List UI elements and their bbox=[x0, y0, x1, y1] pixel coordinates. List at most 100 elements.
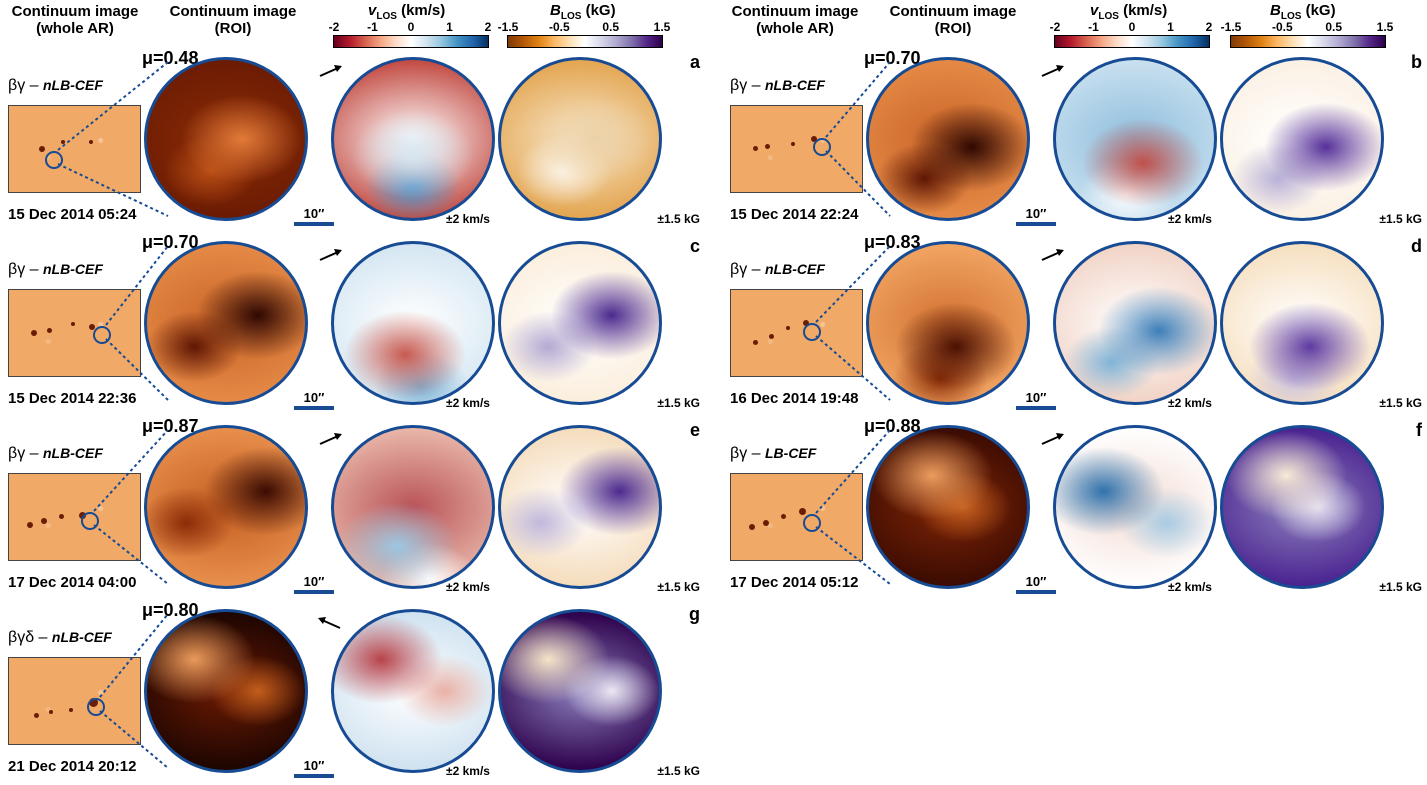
sunspot-class-type: nLB-CEF bbox=[43, 445, 103, 461]
panel-e: μ=0.87 βγ – nLB-CEF e 17 Dec 2014 04:00 10″ ±… bbox=[8, 416, 708, 598]
blos-range-label: ±1.5 kG bbox=[657, 396, 700, 410]
blos-unit: (kG) bbox=[1301, 2, 1336, 19]
roi-marker bbox=[81, 512, 99, 530]
colorbar-tick-label: 2 bbox=[1205, 20, 1213, 34]
whole-ar-thumbnail bbox=[8, 657, 141, 745]
blos-map-image bbox=[1220, 425, 1384, 589]
header-cont-roi-left: Continuum image (ROI) bbox=[158, 3, 308, 37]
sunspot-mark bbox=[781, 514, 786, 519]
sunspot-mark bbox=[803, 320, 809, 326]
arrow-icon bbox=[1041, 249, 1064, 261]
sunspot-class-greek: βγ bbox=[8, 445, 26, 462]
observation-date: 15 Dec 2014 05:24 bbox=[8, 206, 137, 223]
colorbar-tick-label: -2 bbox=[1049, 20, 1061, 34]
blos-var: B bbox=[550, 2, 561, 19]
blos-colorbar-left bbox=[507, 35, 663, 48]
sunspot-mark bbox=[71, 322, 75, 326]
vlos-map-image bbox=[331, 609, 495, 773]
observation-date: 16 Dec 2014 19:48 bbox=[730, 390, 859, 407]
colorbar-tick-label: -0.5 bbox=[548, 20, 570, 34]
blos-map-image bbox=[498, 425, 662, 589]
sunspot-mark bbox=[61, 140, 65, 144]
blos-map-image bbox=[498, 609, 662, 773]
sunspot-mark bbox=[89, 324, 95, 330]
arrow-icon bbox=[319, 65, 342, 77]
vlos-var: v bbox=[368, 2, 377, 19]
observation-date: 15 Dec 2014 22:24 bbox=[730, 206, 859, 223]
blos-range-label: ±1.5 kG bbox=[657, 580, 700, 594]
sunspot-mark bbox=[27, 522, 33, 528]
panel-d: μ=0.83 βγ – nLB-CEF d 16 Dec 2014 19:48 10″ ±… bbox=[730, 232, 1427, 414]
roi-marker bbox=[813, 138, 831, 156]
sunspot-class: βγ – nLB-CEF bbox=[8, 445, 103, 462]
panel-g: μ=0.80 βγδ – nLB-CEF g 21 Dec 2014 20:12 10″… bbox=[8, 600, 708, 782]
blos-range-label: ±1.5 kG bbox=[1379, 212, 1422, 226]
header-cont-whole-right: Continuum image (whole AR) bbox=[720, 3, 870, 37]
vlos-range-label: ±2 km/s bbox=[446, 580, 490, 594]
sunspot-class: βγ – nLB-CEF bbox=[8, 261, 103, 278]
blos-range-label: ±1.5 kG bbox=[657, 764, 700, 778]
sunspot-mark bbox=[753, 146, 758, 151]
sunspot-class-greek: βγ bbox=[8, 77, 26, 94]
panel-letter: b bbox=[1411, 52, 1422, 72]
continuum-roi-image bbox=[866, 241, 1030, 405]
sunspot-mark bbox=[786, 326, 790, 330]
roi-marker bbox=[803, 514, 821, 532]
whole-ar-thumbnail bbox=[730, 105, 863, 193]
sunspot-class: βγδ – nLB-CEF bbox=[8, 629, 112, 646]
sunspot-mark bbox=[763, 520, 769, 526]
sunspot-mark bbox=[753, 340, 758, 345]
observation-date: 15 Dec 2014 22:36 bbox=[8, 390, 137, 407]
sunspot-mark bbox=[39, 146, 45, 152]
panel-letter: d bbox=[1411, 236, 1422, 256]
blos-title-left: BLOS (kG) bbox=[550, 2, 616, 22]
sunspot-mark bbox=[769, 334, 774, 339]
sunspot-mark bbox=[47, 328, 52, 333]
header-cont-roi-right: Continuum image (ROI) bbox=[878, 3, 1028, 37]
blos-map-image bbox=[498, 241, 662, 405]
colorbar-tick-label: 2 bbox=[484, 20, 492, 34]
vlos-unit: (km/s) bbox=[396, 2, 446, 19]
blos-map-image bbox=[1220, 57, 1384, 221]
vlos-colorbar-right bbox=[1054, 35, 1210, 48]
blos-colorbar-right bbox=[1230, 35, 1386, 48]
panel-letter: a bbox=[689, 52, 700, 72]
vlos-range-label: ±2 km/s bbox=[446, 396, 490, 410]
blos-sub: LOS bbox=[1280, 11, 1302, 22]
sunspot-class-greek: βγ bbox=[730, 77, 748, 94]
header-cont-roi-sub: (ROI) bbox=[934, 20, 972, 37]
sunspot-class-type: nLB-CEF bbox=[43, 261, 103, 277]
sunspot-mark bbox=[31, 330, 37, 336]
header-cont-whole-sub: (whole AR) bbox=[756, 20, 834, 37]
sunspot-class-type: nLB-CEF bbox=[51, 629, 112, 645]
scale-bar bbox=[294, 406, 334, 410]
sunspot-mark bbox=[34, 713, 39, 718]
sunspot-mark bbox=[765, 144, 770, 149]
scale-label: 10″ bbox=[303, 206, 325, 221]
blos-var: B bbox=[1270, 2, 1281, 19]
scale-bar bbox=[1016, 406, 1056, 410]
vlos-colorbar-left bbox=[333, 35, 489, 48]
scale-label: 10″ bbox=[303, 574, 325, 589]
whole-ar-thumbnail bbox=[730, 473, 863, 561]
sunspot-mark bbox=[791, 142, 795, 146]
observation-date: 17 Dec 2014 04:00 bbox=[8, 574, 137, 591]
sunspot-mark bbox=[749, 524, 755, 530]
roi-marker bbox=[45, 151, 63, 169]
sunspot-mark bbox=[69, 708, 73, 712]
continuum-roi-image bbox=[144, 57, 308, 221]
whole-ar-thumbnail bbox=[8, 105, 141, 193]
blos-map-image bbox=[498, 57, 662, 221]
scale-bar bbox=[1016, 222, 1056, 226]
vlos-sub: LOS bbox=[1098, 11, 1119, 22]
sunspot-class-greek: βγδ bbox=[8, 629, 35, 646]
colorbar-tick-label: -1 bbox=[367, 20, 378, 34]
continuum-roi-image bbox=[144, 241, 308, 405]
sunspot-class-type: nLB-CEF bbox=[765, 261, 825, 277]
colorbar-tick-label: 1 bbox=[1167, 20, 1174, 34]
roi-marker bbox=[87, 698, 105, 716]
sunspot-mark bbox=[41, 518, 47, 524]
vlos-range-label: ±2 km/s bbox=[446, 212, 490, 226]
blos-sub: LOS bbox=[560, 11, 582, 22]
panel-a: μ=0.48 βγ – nLB-CEF a 15 Dec 2014 05:24 10″ ±… bbox=[8, 48, 708, 230]
